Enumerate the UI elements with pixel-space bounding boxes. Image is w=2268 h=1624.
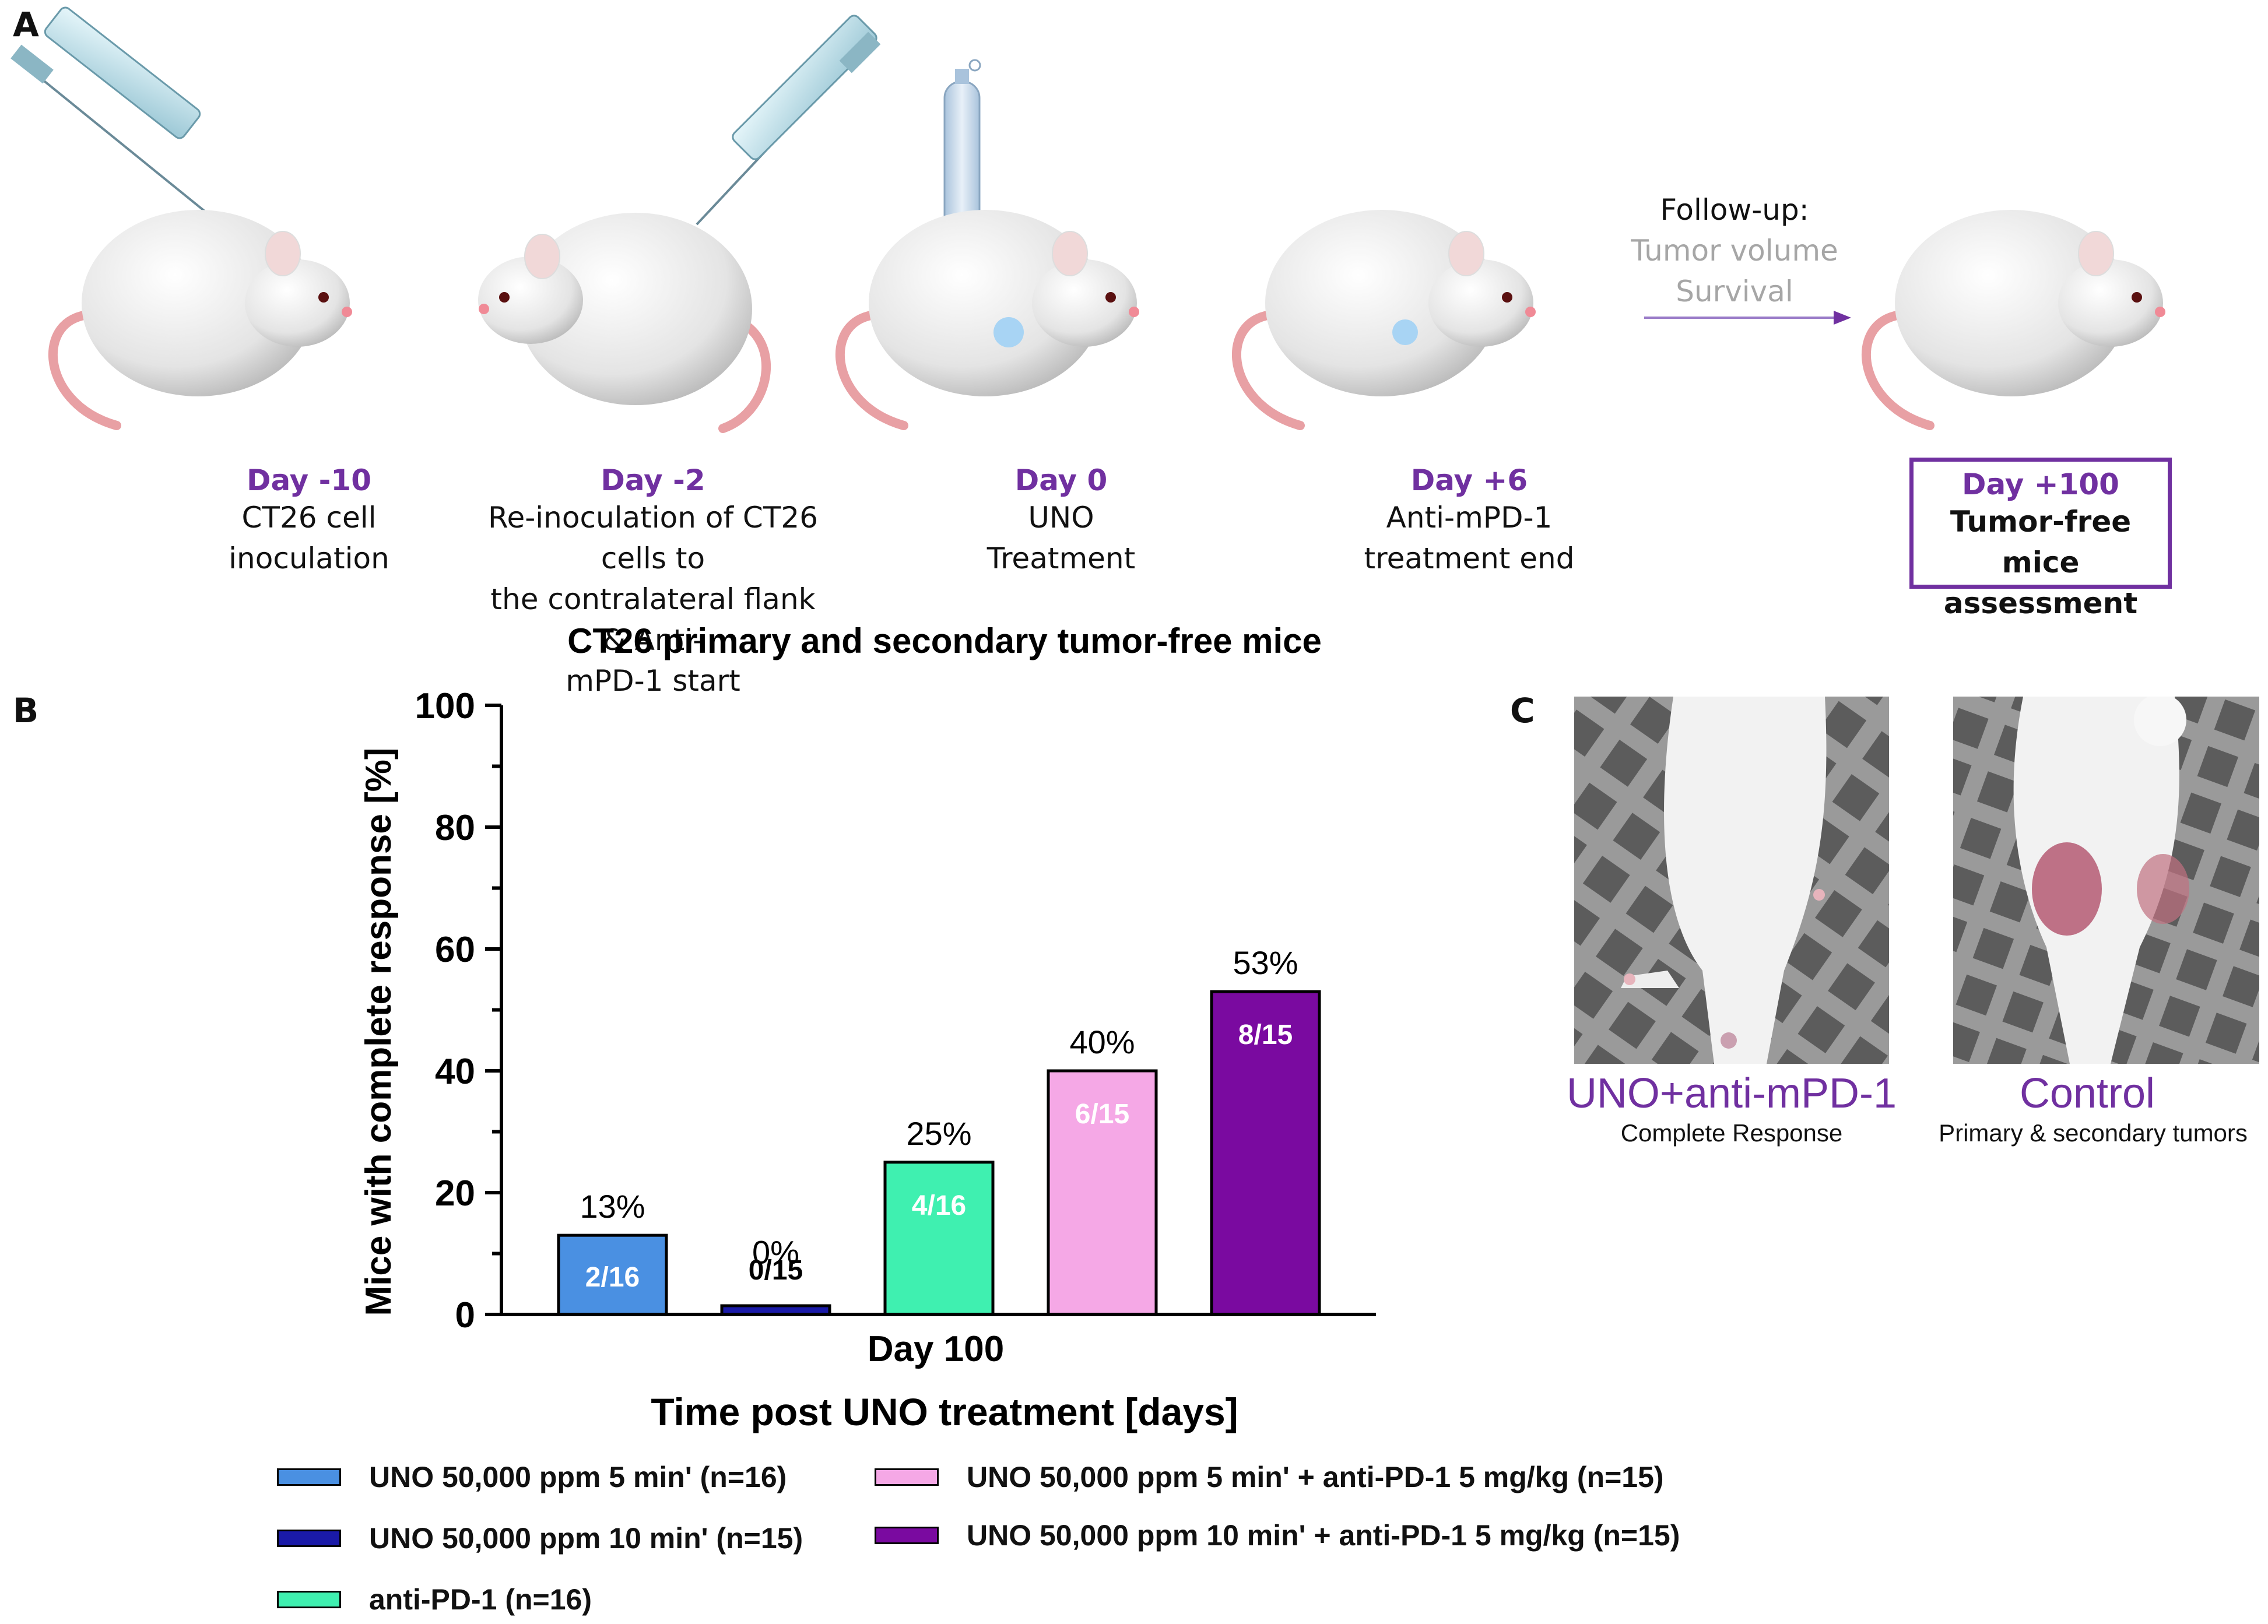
legend-label: anti-PD-1 (n=16)	[369, 1583, 592, 1616]
step-day: Day -2	[601, 463, 705, 497]
followup-block: Follow-up: Tumor volume Survival	[1612, 189, 1857, 312]
bar-count-label: 0/15	[749, 1255, 803, 1286]
step-text: Re-inoculation of CT26 cells to the cont…	[487, 501, 818, 698]
bar	[557, 1233, 668, 1316]
legend-label: UNO 50,000 ppm 5 min' (n=16)	[369, 1461, 787, 1493]
photo-treated-mouse	[1574, 697, 1889, 1064]
y-tick-label: 40	[435, 1052, 475, 1092]
bar-count-label: 8/15	[1238, 1020, 1293, 1050]
step-5-box: Day +100 Tumor-free mice assessment	[1909, 458, 2172, 620]
arrow-icon	[1644, 311, 1851, 325]
mouse-icon	[835, 210, 1139, 430]
bar	[1047, 1069, 1158, 1316]
followup-line2: Survival	[1676, 275, 1793, 308]
legend-swatch	[277, 1468, 341, 1486]
step-4: Day +6 Anti-mPD-1 treatment end	[1294, 463, 1644, 579]
bar-count-label: 2/16	[585, 1262, 640, 1293]
mouse-icon	[478, 213, 771, 433]
step-1: Day -10 CT26 cell inoculation	[134, 463, 484, 579]
panel-b-letter: B	[13, 691, 39, 730]
step-text: UNO Treatment	[986, 501, 1136, 575]
mouse-icon	[1231, 210, 1536, 430]
bar-value-label: 40%	[1069, 1024, 1135, 1060]
chart-title: CT26 primary and secondary tumor-free mi…	[567, 621, 1322, 660]
legend-item: UNO 50,000 ppm 5 min' + anti-PD-1 5 mg/k…	[875, 1460, 1664, 1494]
step-day: Day -10	[246, 463, 372, 497]
photo-label-control: Control	[2019, 1070, 2155, 1117]
bar	[1210, 990, 1321, 1316]
gas-cylinder-icon	[943, 59, 981, 243]
bar-count-label: 6/15	[1075, 1099, 1129, 1130]
step-day: Day 0	[1014, 463, 1108, 497]
y-tick-label: 0	[455, 1295, 475, 1335]
panel-c-letter: C	[1510, 691, 1535, 730]
step-text: Tumor-free mice assessment	[1943, 505, 2138, 620]
y-tick-label: 60	[435, 930, 475, 970]
legend-item: UNO 50,000 ppm 10 min' + anti-PD-1 5 mg/…	[875, 1518, 1680, 1552]
legend-swatch	[277, 1530, 341, 1547]
legend-label: UNO 50,000 ppm 10 min' (n=15)	[369, 1522, 803, 1555]
legend-label: UNO 50,000 ppm 5 min' + anti-PD-1 5 mg/k…	[967, 1461, 1664, 1493]
photo-sublabel-control: Primary & secondary tumors	[1939, 1119, 2248, 1147]
y-tick-label: 100	[415, 686, 475, 726]
mouse-icon	[48, 210, 352, 430]
y-axis-label: Mice with complete response [%]	[359, 748, 399, 1316]
photo-control-mouse	[1953, 697, 2259, 1064]
mouse-icon	[1861, 210, 2165, 430]
legend-item: UNO 50,000 ppm 5 min' (n=16)	[277, 1460, 787, 1494]
bar-chart: CT26 primary and secondary tumor-free mi…	[359, 621, 1376, 1433]
bars: 13% 2/16 0%0/15 25% 4/16 40% 6/15 53% 8/15	[557, 944, 1321, 1316]
y-axis: 0 20 40 60 80 100	[415, 686, 503, 1335]
y-tick-label: 80	[435, 808, 475, 848]
bar-value-label: 25%	[906, 1115, 971, 1152]
followup-line1: Tumor volume	[1631, 234, 1838, 268]
step-text: Anti-mPD-1 treatment end	[1364, 501, 1575, 575]
legend-swatch	[875, 1468, 939, 1486]
step-day: Day +6	[1410, 463, 1528, 497]
panel-a-illustration	[10, 6, 2165, 433]
step-text: CT26 cell inoculation	[229, 501, 389, 575]
x-group-label: Day 100	[868, 1329, 1004, 1369]
legend-swatch	[277, 1591, 341, 1608]
legend-label: UNO 50,000 ppm 10 min' + anti-PD-1 5 mg/…	[967, 1519, 1680, 1552]
bar-value-label: 13%	[580, 1188, 645, 1225]
syringe-icon	[696, 15, 881, 226]
step-3: Day 0 UNO Treatment	[886, 463, 1236, 579]
syringe-icon	[10, 6, 240, 240]
bar-value-label: 53%	[1233, 944, 1298, 981]
bar	[883, 1161, 995, 1316]
x-axis-label: Time post UNO treatment [days]	[651, 1390, 1238, 1433]
bar-count-label: 4/16	[912, 1190, 966, 1221]
legend-item: UNO 50,000 ppm 10 min' (n=15)	[277, 1521, 803, 1555]
legend-swatch	[875, 1527, 939, 1544]
bar-value-label: 0%	[752, 1234, 799, 1271]
legend-item: anti-PD-1 (n=16)	[277, 1583, 592, 1616]
photo-label-treated: UNO+anti-mPD-1	[1566, 1070, 1897, 1117]
followup-title: Follow-up:	[1660, 193, 1809, 227]
step-2: Day -2 Re-inoculation of CT26 cells to t…	[478, 463, 828, 701]
panel-a-letter: A	[13, 5, 39, 44]
photo-sublabel-treated: Complete Response	[1620, 1119, 1843, 1147]
step-day: Day +100	[1962, 467, 2119, 501]
y-tick-label: 20	[435, 1173, 475, 1214]
